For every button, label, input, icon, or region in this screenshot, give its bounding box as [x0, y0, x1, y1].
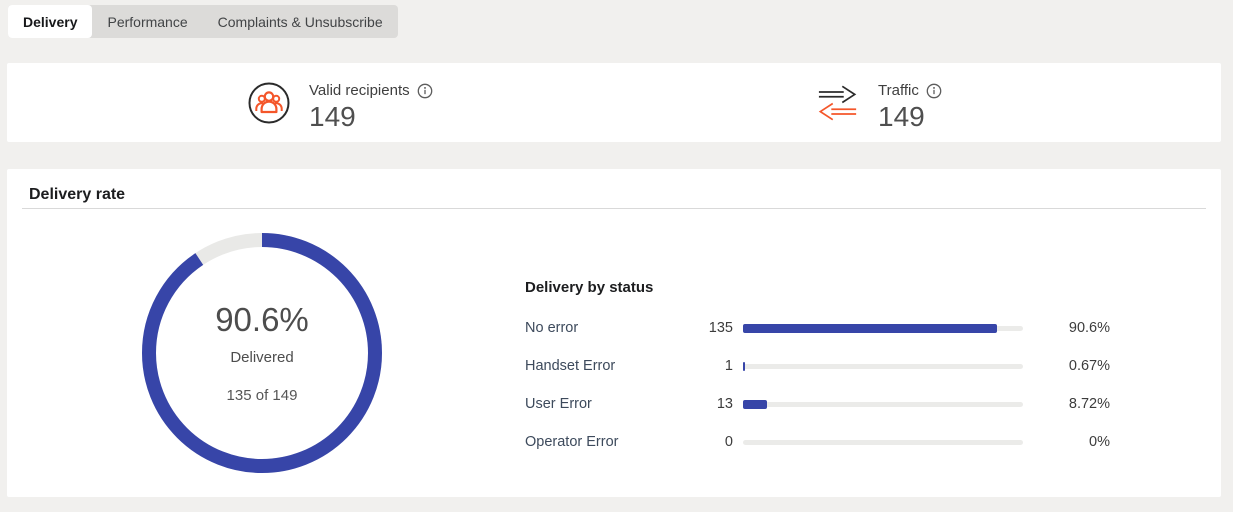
tab-performance[interactable]: Performance	[107, 13, 188, 30]
tab-delivery[interactable]: Delivery	[8, 5, 93, 38]
status-label: No error	[525, 320, 579, 336]
stats-bar: Valid recipients 149	[7, 63, 1221, 142]
info-icon[interactable]	[417, 83, 433, 99]
status-row-handset-error: Handset Error 1 0.67%	[525, 347, 1110, 385]
status-percent: 8.72%	[1068, 396, 1110, 412]
valid-recipients-value: 149	[309, 101, 356, 132]
donut-delivered-arc	[142, 233, 382, 473]
status-label: User Error	[525, 396, 592, 412]
status-count: 135	[708, 320, 733, 336]
delivery-rate-donut-chart: 90.6% Delivered 135 of 149	[142, 233, 382, 473]
status-row-user-error: User Error 13 8.72%	[525, 385, 1110, 423]
status-row-operator-error: Operator Error 0 0%	[525, 423, 1110, 461]
donut-detail: 135 of 149	[226, 386, 298, 404]
card-title-divider	[22, 208, 1206, 209]
status-percent: 0%	[1089, 434, 1110, 450]
card-title: Delivery rate	[29, 186, 126, 203]
status-progress-bar	[743, 323, 1023, 333]
status-percent: 0.67%	[1068, 358, 1110, 374]
valid-recipients-stat: Valid recipients 149	[248, 82, 433, 131]
status-count: 0	[724, 434, 733, 450]
delivery-rate-card: Delivery rate 90.6% Delivered 135 of 149…	[7, 169, 1221, 497]
traffic-value: 149	[878, 101, 925, 132]
traffic-arrows-icon	[818, 85, 857, 121]
status-count: 13	[716, 396, 733, 412]
traffic-label: Traffic	[878, 82, 919, 99]
status-row-no-error: No error 135 90.6%	[525, 309, 1110, 347]
tab-complaints-unsubscribe[interactable]: Complaints & Unsubscribe	[217, 13, 383, 30]
donut-percent-value: 90.6%	[215, 300, 309, 338]
people-icon	[248, 82, 290, 124]
traffic-stat: Traffic 149	[817, 82, 942, 131]
status-percent: 90.6%	[1068, 320, 1110, 336]
status-progress-bar	[743, 438, 1023, 447]
delivery-by-status-list: No error 135 90.6% Handset Error 1 0.67%…	[525, 309, 1110, 461]
tab-strip: Delivery Performance Complaints & Unsubs…	[8, 5, 398, 38]
status-label: Operator Error	[525, 434, 619, 450]
status-count: 1	[724, 358, 733, 374]
info-icon[interactable]	[926, 83, 942, 99]
valid-recipients-label: Valid recipients	[309, 82, 410, 99]
donut-caption: Delivered	[230, 348, 294, 366]
status-label: Handset Error	[525, 358, 616, 374]
delivery-by-status-title: Delivery by status	[525, 279, 654, 296]
status-progress-bar	[743, 399, 1023, 409]
status-progress-bar	[743, 361, 1023, 371]
